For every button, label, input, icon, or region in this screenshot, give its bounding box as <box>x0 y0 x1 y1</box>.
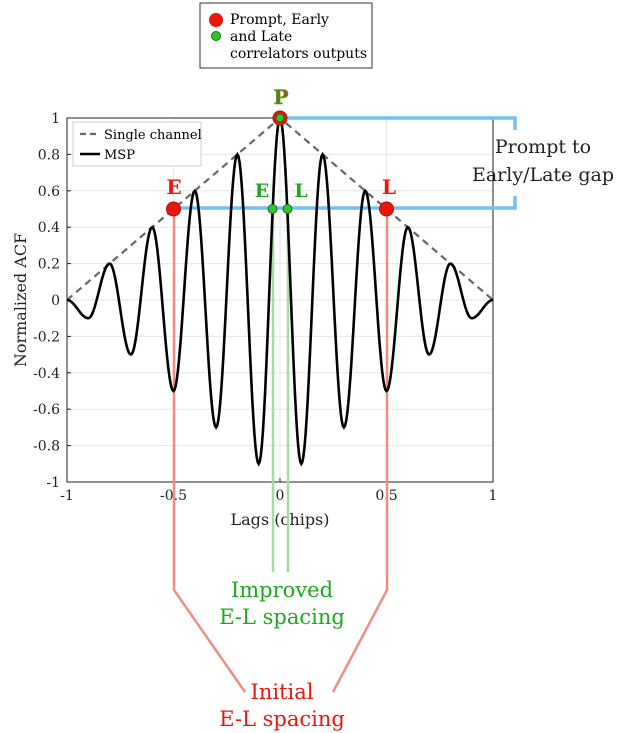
label-L-improved: L <box>294 180 307 202</box>
y-tick-label: 0.4 <box>38 220 60 236</box>
top-legend-line-3: correlators outputs <box>230 46 367 62</box>
initial-spacing-guide-left <box>172 208 247 693</box>
top-legend-line-2: and Late <box>230 29 292 45</box>
point-L-improved <box>282 204 293 214</box>
point-E-improved <box>267 204 278 214</box>
correlator-points <box>166 110 394 217</box>
label-E-initial: E <box>166 175 181 199</box>
grid <box>66 117 494 483</box>
y-tick-label: 0.8 <box>38 147 60 163</box>
y-tick-label: -1 <box>46 475 60 491</box>
y-tick-label: -0.2 <box>33 329 60 345</box>
series-legend-box <box>72 121 202 167</box>
point-E-initial <box>166 201 181 217</box>
y-axis-label: Normalized ACF <box>11 233 30 367</box>
label-E-improved: E <box>255 180 269 202</box>
improved-label-line-1: Improved <box>231 578 333 602</box>
legend-label-msp: MSP <box>104 148 135 163</box>
label-L-initial: L <box>382 175 396 199</box>
top-legend-line-1: Prompt, Early <box>230 12 329 28</box>
initial-label-line-1: Initial <box>251 680 314 704</box>
y-tick-label: 0 <box>51 293 60 309</box>
x-axis-label: Lags (chips) <box>230 510 329 529</box>
y-tick-label: -0.6 <box>33 402 60 418</box>
gap-label-line-1: Prompt to <box>495 136 591 158</box>
point-L-initial <box>379 201 394 217</box>
series-legend: Single channel MSP <box>72 121 202 167</box>
legend-label-single: Single channel <box>104 128 202 143</box>
label-P: P <box>273 85 288 109</box>
gap-bracket <box>174 116 517 210</box>
legend-marker-green <box>211 31 221 41</box>
y-tick-label: -0.4 <box>33 366 60 382</box>
top-legend-box <box>199 2 373 69</box>
initial-label-line-2: E-L spacing <box>219 707 345 731</box>
y-ticks: -1 -0.8 -0.6 -0.4 -0.2 0 0.2 0.4 0.6 0.8 1 <box>33 111 71 491</box>
y-tick-label: -0.8 <box>33 439 60 455</box>
y-tick-label: 0.6 <box>38 184 60 200</box>
guides <box>172 116 517 693</box>
x-tick-label: 0 <box>276 488 285 504</box>
top-legend: Prompt, Early and Late correlators outpu… <box>199 2 373 69</box>
x-tick-label: 1 <box>489 488 498 504</box>
x-tick-label: -1 <box>60 488 74 504</box>
legend-marker-red <box>209 13 223 27</box>
gap-label-line-2: Early/Late gap <box>472 164 614 186</box>
improved-label-line-2: E-L spacing <box>219 605 345 629</box>
initial-spacing-guide-right <box>331 208 389 693</box>
point-P-improved <box>275 113 285 123</box>
y-tick-label: 1 <box>51 111 60 127</box>
y-tick-label: 0.2 <box>38 257 60 273</box>
